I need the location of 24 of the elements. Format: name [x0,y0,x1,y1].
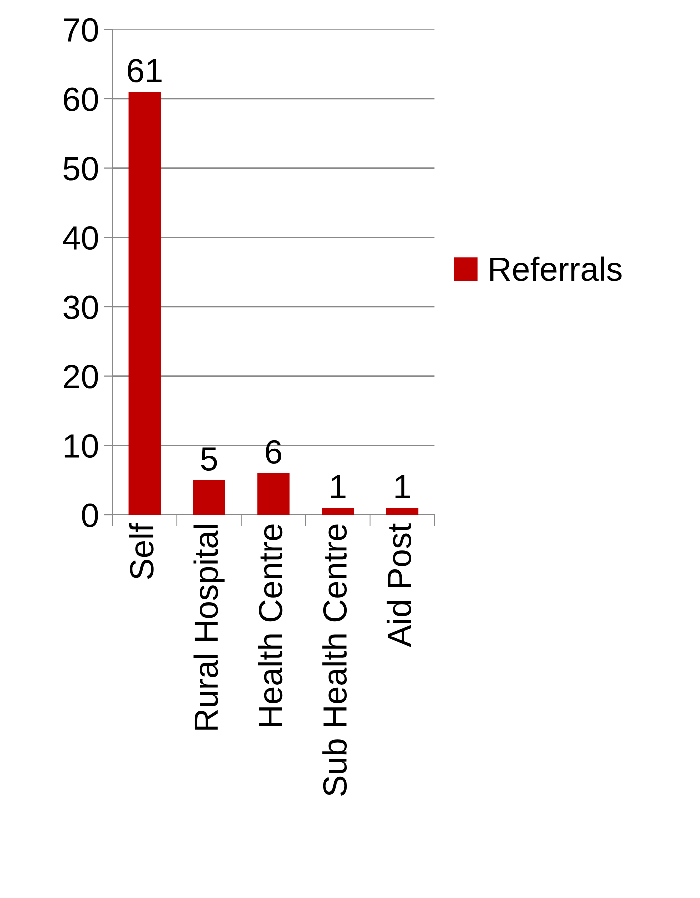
y-tick-label: 70 [64,18,98,42]
bar [128,92,161,516]
bar [386,508,419,516]
data-label: 1 [396,475,410,498]
y-tick-label: 30 [64,296,98,320]
y-tick-label: 40 [63,226,98,250]
data-label: 5 [201,448,218,471]
bar [258,473,290,516]
x-tick-label: Sub Health Centre [322,524,348,796]
y-tick-label: 60 [64,88,98,112]
legend-label: Referrals [490,256,622,282]
data-label: 1 [331,475,346,498]
data-label: 61 [128,59,162,83]
y-tick-label: 20 [64,365,98,389]
y-tick-label: 50 [64,157,98,181]
x-tick-label: Health Centre [258,524,283,726]
y-tick-label: 0 [82,504,98,528]
bar [322,508,354,516]
bar [193,480,226,516]
x-tick-label: Aid Post [386,524,412,648]
data-label: 6 [266,440,282,464]
x-tick-label: Rural Hospital [194,526,225,730]
y-tick-label: 10 [64,434,98,458]
x-tick-label: Self [129,523,154,580]
